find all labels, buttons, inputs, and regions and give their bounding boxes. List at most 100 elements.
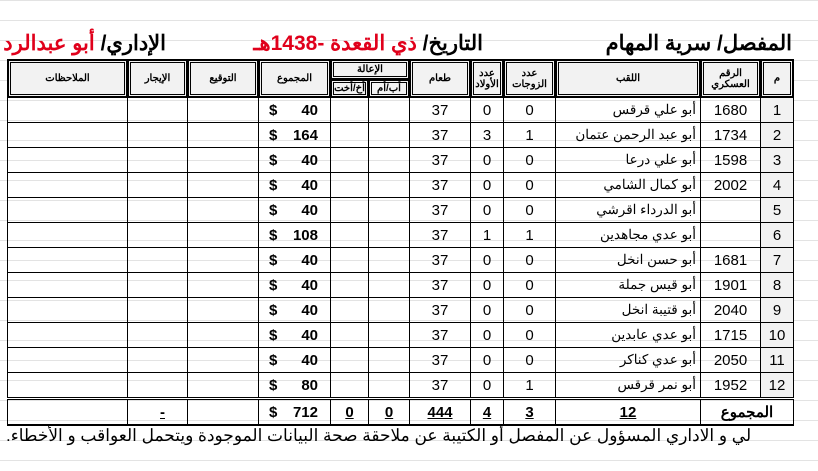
cell-support-parent[interactable] xyxy=(368,197,410,223)
cell-support-sibling[interactable] xyxy=(330,122,369,148)
cell-m[interactable]: 4 xyxy=(760,172,794,198)
cell-notes[interactable] xyxy=(7,97,128,123)
cell-signature[interactable] xyxy=(187,222,259,248)
cell-support-sibling[interactable] xyxy=(330,347,369,373)
totals-signature[interactable] xyxy=(187,397,259,426)
cell-children[interactable]: 0 xyxy=(470,322,504,348)
cell-total[interactable]: $40 xyxy=(258,297,331,323)
cell-title[interactable]: أبو علي قرقس xyxy=(555,97,701,123)
cell-food[interactable]: 37 xyxy=(409,172,471,198)
cell-military-no[interactable]: 2002 xyxy=(700,172,761,198)
cell-food[interactable]: 37 xyxy=(409,347,471,373)
cell-m[interactable]: 3 xyxy=(760,147,794,173)
cell-rent[interactable] xyxy=(127,172,188,198)
cell-military-no[interactable] xyxy=(700,222,761,248)
cell-title[interactable]: أبو عبد الرحمن عتمان xyxy=(555,122,701,148)
cell-children[interactable]: 3 xyxy=(470,122,504,148)
cell-wives[interactable]: 0 xyxy=(503,147,556,173)
cell-support-sibling[interactable] xyxy=(330,147,369,173)
cell-food[interactable]: 37 xyxy=(409,322,471,348)
cell-total[interactable]: $40 xyxy=(258,247,331,273)
cell-notes[interactable] xyxy=(7,247,128,273)
cell-support-parent[interactable] xyxy=(368,297,410,323)
totals-total[interactable]: $712 xyxy=(258,397,331,426)
cell-rent[interactable] xyxy=(127,97,188,123)
cell-notes[interactable] xyxy=(7,372,128,399)
cell-notes[interactable] xyxy=(7,272,128,298)
cell-m[interactable]: 1 xyxy=(760,97,794,123)
cell-total[interactable]: $80 xyxy=(258,372,331,399)
cell-food[interactable]: 37 xyxy=(409,222,471,248)
cell-notes[interactable] xyxy=(7,347,128,373)
cell-m[interactable]: 6 xyxy=(760,222,794,248)
cell-notes[interactable] xyxy=(7,172,128,198)
cell-total[interactable]: $40 xyxy=(258,322,331,348)
cell-title[interactable]: أبو قتيبة انخل xyxy=(555,297,701,323)
cell-children[interactable]: 0 xyxy=(470,372,504,399)
totals-support-parent[interactable]: 0 xyxy=(368,397,410,426)
cell-children[interactable]: 0 xyxy=(470,97,504,123)
cell-m[interactable]: 8 xyxy=(760,272,794,298)
cell-rent[interactable] xyxy=(127,247,188,273)
cell-support-parent[interactable] xyxy=(368,372,410,399)
totals-food[interactable]: 444 xyxy=(409,397,471,426)
cell-support-sibling[interactable] xyxy=(330,97,369,123)
cell-rent[interactable] xyxy=(127,147,188,173)
cell-children[interactable]: 0 xyxy=(470,347,504,373)
cell-rent[interactable] xyxy=(127,122,188,148)
cell-total[interactable]: $108 xyxy=(258,222,331,248)
cell-title[interactable]: أبو الدرداء اقرشي xyxy=(555,197,701,223)
cell-military-no[interactable]: 2040 xyxy=(700,297,761,323)
cell-total[interactable]: $40 xyxy=(258,97,331,123)
cell-rent[interactable] xyxy=(127,197,188,223)
cell-m[interactable]: 7 xyxy=(760,247,794,273)
cell-title[interactable]: أبو علي درعا xyxy=(555,147,701,173)
cell-notes[interactable] xyxy=(7,322,128,348)
cell-support-sibling[interactable] xyxy=(330,222,369,248)
cell-support-parent[interactable] xyxy=(368,222,410,248)
cell-rent[interactable] xyxy=(127,322,188,348)
totals-wives[interactable]: 3 xyxy=(503,397,556,426)
cell-children[interactable]: 1 xyxy=(470,222,504,248)
cell-support-parent[interactable] xyxy=(368,172,410,198)
cell-wives[interactable]: 0 xyxy=(503,297,556,323)
cell-support-parent[interactable] xyxy=(368,147,410,173)
cell-food[interactable]: 37 xyxy=(409,372,471,399)
cell-support-parent[interactable] xyxy=(368,122,410,148)
cell-total[interactable]: $40 xyxy=(258,272,331,298)
cell-children[interactable]: 0 xyxy=(470,297,504,323)
cell-m[interactable]: 11 xyxy=(760,347,794,373)
cell-notes[interactable] xyxy=(7,197,128,223)
cell-wives[interactable]: 0 xyxy=(503,247,556,273)
cell-title[interactable]: أبو نمر قرقس xyxy=(555,372,701,399)
cell-wives[interactable]: 0 xyxy=(503,272,556,298)
cell-total[interactable]: $164 xyxy=(258,122,331,148)
cell-support-sibling[interactable] xyxy=(330,322,369,348)
cell-wives[interactable]: 1 xyxy=(503,122,556,148)
cell-signature[interactable] xyxy=(187,122,259,148)
cell-rent[interactable] xyxy=(127,347,188,373)
cell-wives[interactable]: 0 xyxy=(503,197,556,223)
totals-support-sibling[interactable]: 0 xyxy=(330,397,369,426)
cell-food[interactable]: 37 xyxy=(409,197,471,223)
cell-military-no[interactable]: 1680 xyxy=(700,97,761,123)
cell-rent[interactable] xyxy=(127,372,188,399)
cell-signature[interactable] xyxy=(187,272,259,298)
cell-military-no[interactable]: 1598 xyxy=(700,147,761,173)
cell-military-no[interactable]: 1681 xyxy=(700,247,761,273)
cell-wives[interactable]: 0 xyxy=(503,322,556,348)
cell-signature[interactable] xyxy=(187,172,259,198)
cell-children[interactable]: 0 xyxy=(470,172,504,198)
cell-title[interactable]: أبو كمال الشامي xyxy=(555,172,701,198)
cell-title[interactable]: أبو قيس جملة xyxy=(555,272,701,298)
cell-signature[interactable] xyxy=(187,347,259,373)
totals-rent[interactable]: - xyxy=(127,397,188,426)
cell-signature[interactable] xyxy=(187,97,259,123)
cell-notes[interactable] xyxy=(7,222,128,248)
cell-signature[interactable] xyxy=(187,197,259,223)
cell-military-no[interactable]: 1734 xyxy=(700,122,761,148)
cell-wives[interactable]: 0 xyxy=(503,172,556,198)
cell-wives[interactable]: 1 xyxy=(503,222,556,248)
cell-rent[interactable] xyxy=(127,272,188,298)
cell-title[interactable]: أبو عدي عابدين xyxy=(555,322,701,348)
